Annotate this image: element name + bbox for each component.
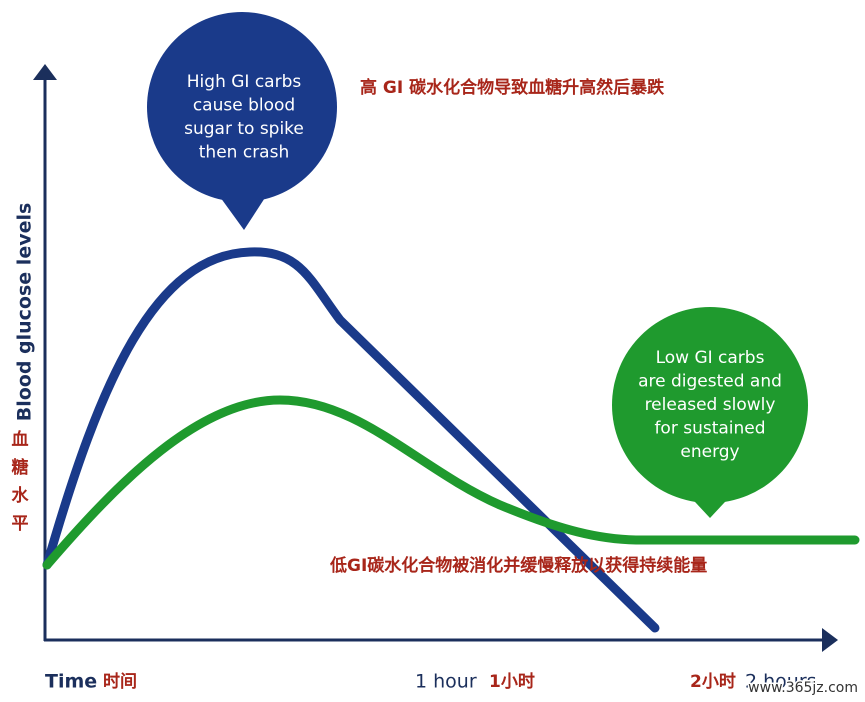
high-gi-pointer bbox=[215, 190, 270, 230]
y-axis-label-zh: 血 bbox=[12, 429, 29, 450]
y-axis-label-zh: 平 bbox=[12, 514, 29, 534]
hour2-label: 2 hours bbox=[745, 671, 817, 693]
bubble-text: cause blood bbox=[193, 95, 295, 115]
watermark: www.365jz.com bbox=[748, 680, 858, 696]
y-axis-arrow bbox=[33, 64, 57, 80]
bubble-text: sugar to spike bbox=[184, 119, 304, 139]
x-axis-label: Time bbox=[45, 671, 97, 693]
bubble-text: Low GI carbs bbox=[656, 348, 765, 368]
low-gi-pointer bbox=[682, 488, 738, 518]
high-gi-annotation: 高 GI 碳水化合物导致血糖升高然后暴跌 bbox=[360, 77, 665, 98]
high-gi-curve bbox=[42, 247, 660, 633]
bubble-text: energy bbox=[680, 442, 739, 462]
bubble-text: then crash bbox=[199, 142, 289, 162]
hour2-label-zh: 2小时 bbox=[690, 672, 736, 692]
bubble-text: for sustained bbox=[654, 419, 765, 439]
bubble-text: released slowly bbox=[645, 395, 776, 415]
y-axis-label-zh: 糖 bbox=[12, 457, 29, 478]
low-gi-bubble bbox=[612, 307, 808, 503]
low-gi-curve bbox=[42, 395, 860, 570]
low-gi-annotation: 低GI碳水化合物被消化并缓慢释放以获得持续能量 bbox=[329, 555, 707, 576]
bubble-text: are digested and bbox=[638, 372, 782, 392]
y-axis-label-zh: 水 bbox=[12, 485, 30, 506]
high-gi-bubble bbox=[147, 12, 337, 202]
x-axis-arrow bbox=[822, 628, 838, 652]
bubble-text: High GI carbs bbox=[187, 72, 302, 92]
y-axis-label: Blood glucose levels bbox=[14, 203, 36, 422]
hour1-label-zh: 1小时 bbox=[489, 672, 535, 692]
hour1-label: 1 hour bbox=[415, 671, 477, 693]
x-axis-label-zh: 时间 bbox=[103, 671, 137, 692]
